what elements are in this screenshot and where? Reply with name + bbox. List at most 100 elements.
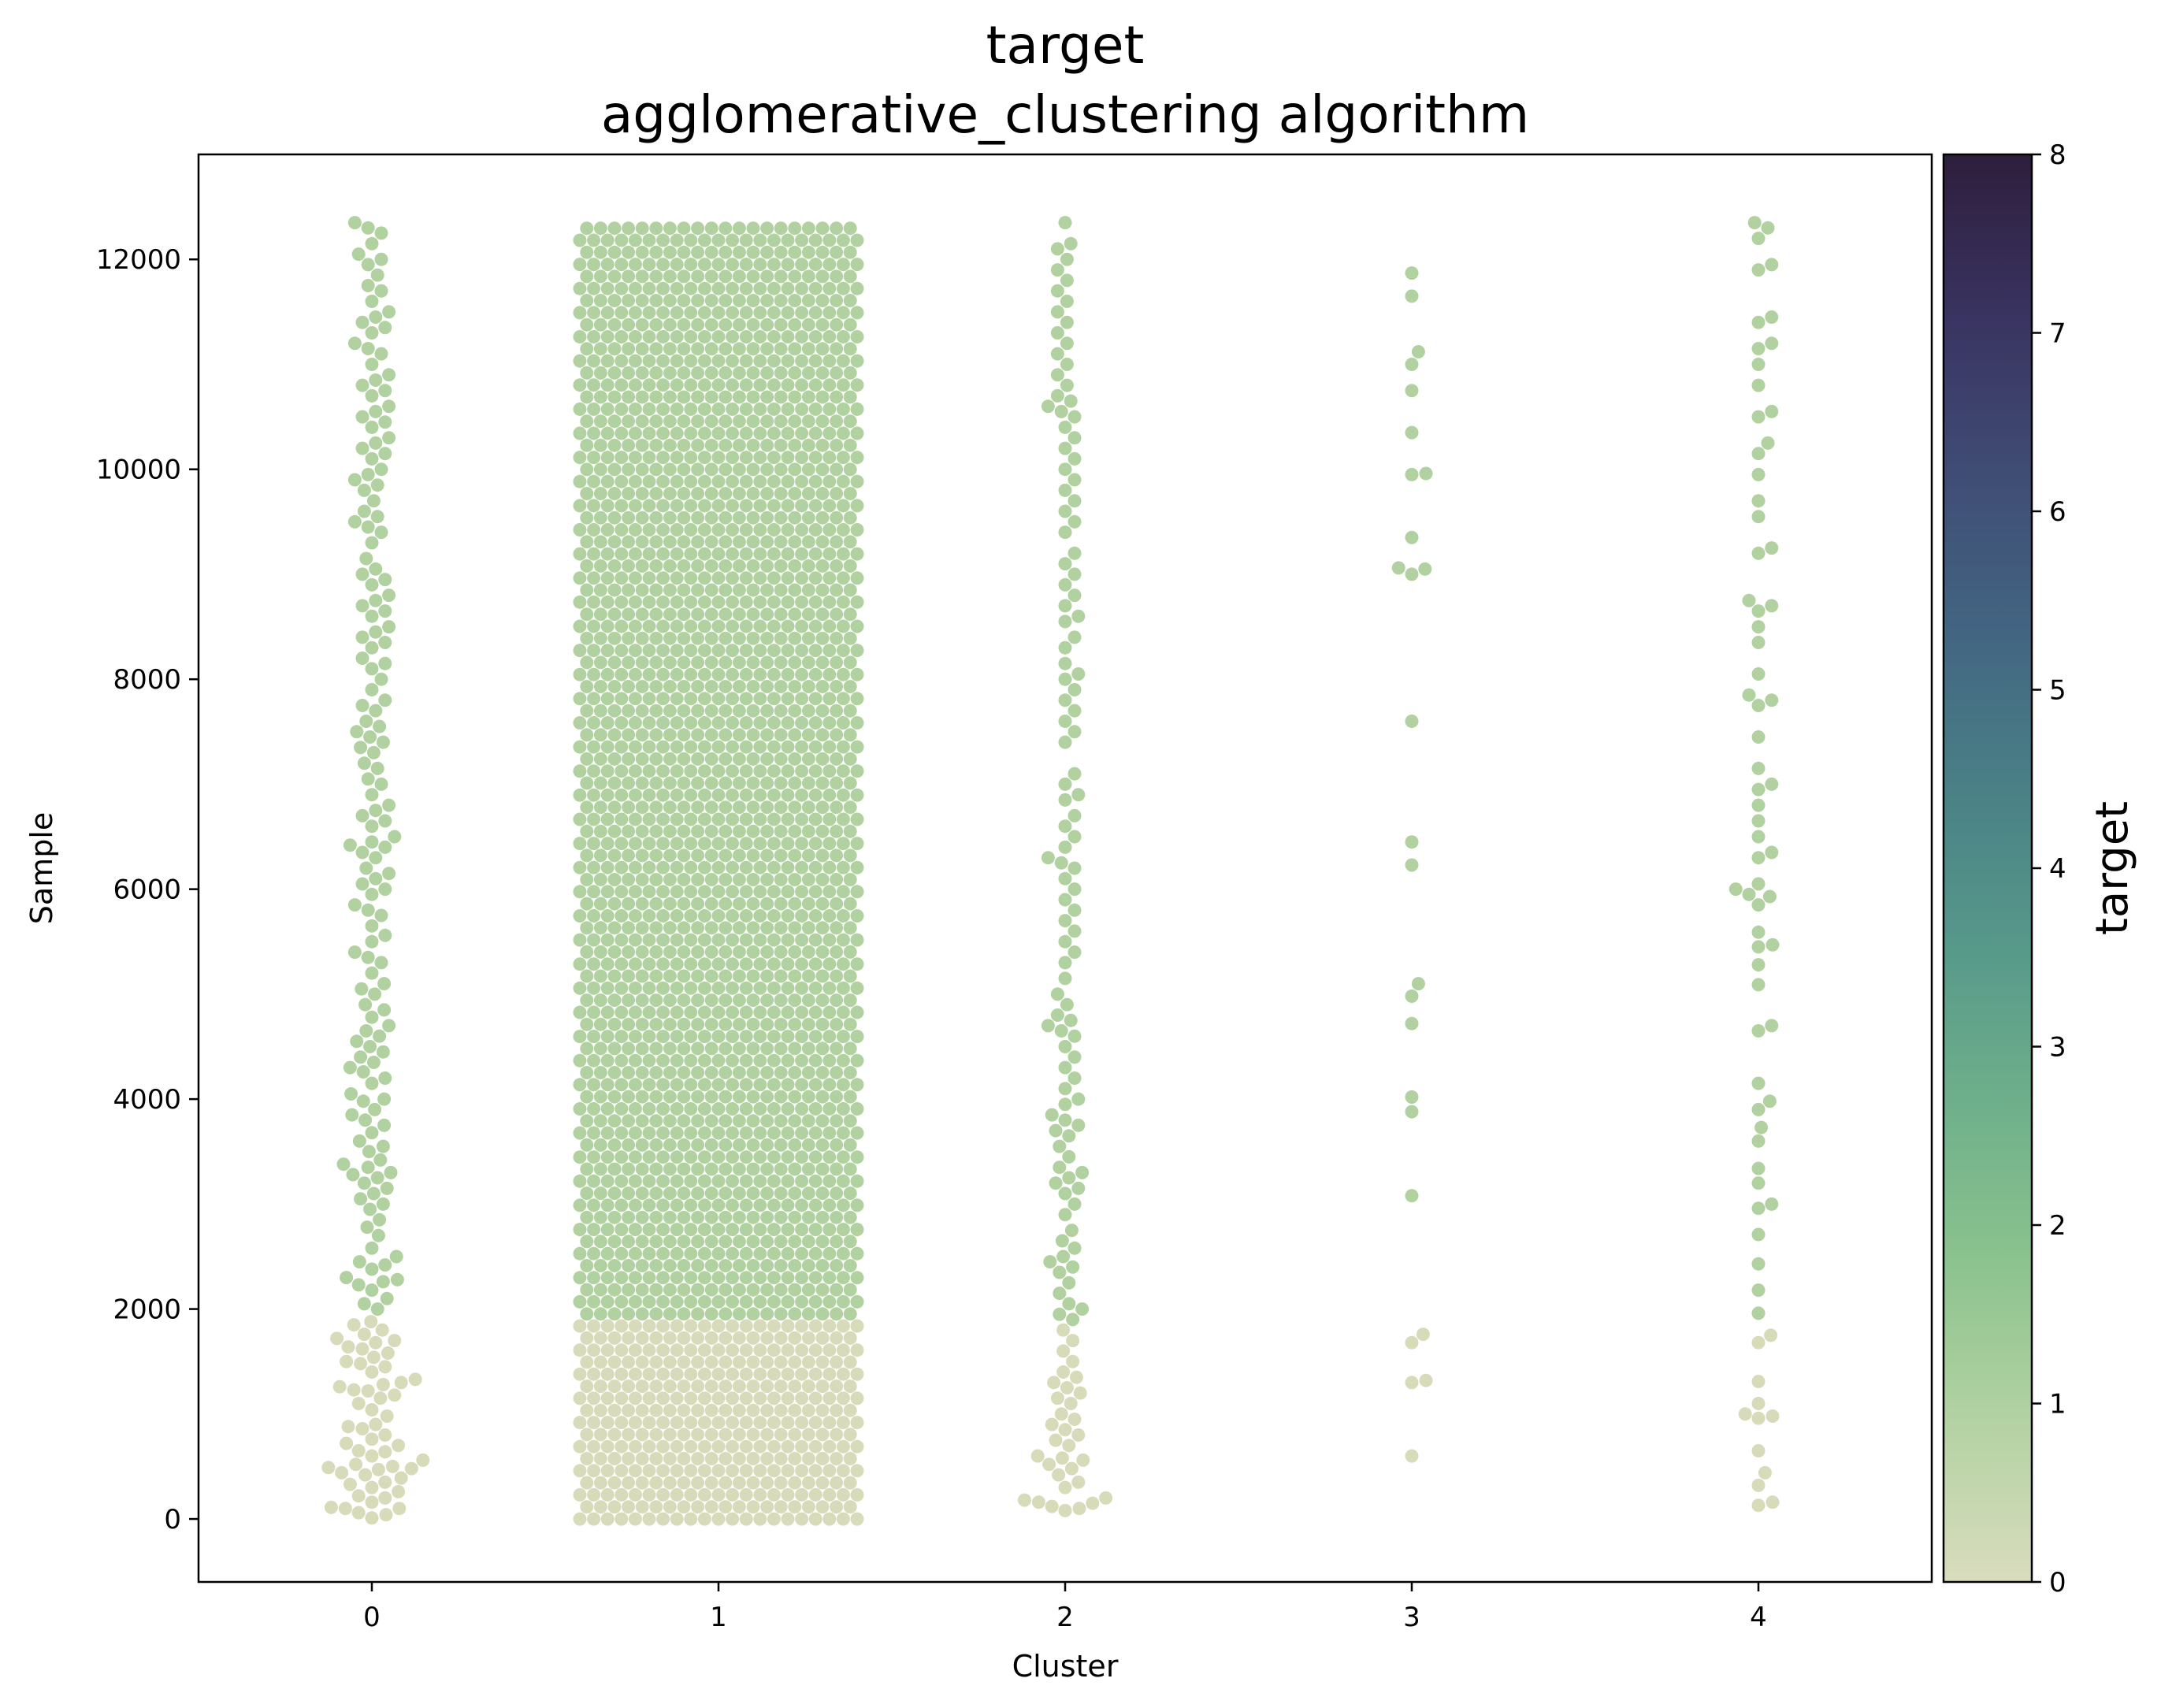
cluster-1-point xyxy=(801,800,815,815)
cluster-1-point xyxy=(670,1102,684,1116)
cluster-1-point xyxy=(573,1487,587,1502)
cluster-1-point xyxy=(656,1464,670,1478)
cluster-1-point xyxy=(795,474,809,488)
cluster-1-point xyxy=(593,294,607,307)
cluster-1-point xyxy=(830,1355,844,1369)
cluster-1-point xyxy=(732,1452,746,1465)
cluster-1-point xyxy=(815,511,830,525)
cluster-1-point xyxy=(677,1500,691,1514)
cluster-1-point xyxy=(580,1017,594,1031)
cluster-1-point xyxy=(607,728,622,742)
cluster-1-point xyxy=(649,1090,663,1104)
cluster-1-point xyxy=(628,1416,642,1430)
cluster-1-point xyxy=(795,1512,809,1526)
cluster-1-point xyxy=(593,776,607,790)
cluster-1-point xyxy=(697,354,711,368)
cluster-1-point xyxy=(622,414,636,429)
cluster-1-point xyxy=(711,281,726,295)
cluster-1-point xyxy=(801,607,815,622)
cluster-1-point xyxy=(788,342,802,356)
cluster-1-point xyxy=(593,848,607,863)
cluster-1-point xyxy=(732,752,746,766)
cluster-1-point xyxy=(788,269,802,284)
cluster-1-point xyxy=(622,1355,636,1369)
cluster-1-point xyxy=(808,426,822,440)
cluster-0-point xyxy=(369,1335,383,1350)
cluster-1-point xyxy=(815,1283,830,1297)
cluster-1-point xyxy=(774,680,788,693)
cluster-1-point xyxy=(670,233,684,247)
cluster-1-point xyxy=(587,667,601,681)
cluster-1-point xyxy=(788,1259,802,1272)
cluster-1-point xyxy=(656,764,670,778)
cluster-4-point xyxy=(1761,221,1775,235)
cluster-1-point xyxy=(573,885,587,899)
cluster-1-point xyxy=(628,426,642,440)
cluster-1-point xyxy=(739,426,753,440)
cluster-1-point xyxy=(622,945,636,959)
cluster-1-point xyxy=(801,1403,815,1417)
cluster-1-point xyxy=(774,848,788,863)
cluster-1-point xyxy=(767,740,781,754)
cluster-0-point xyxy=(416,1453,430,1467)
cluster-4-point xyxy=(1747,216,1762,230)
cluster-0-point xyxy=(374,462,388,477)
cluster-0-point xyxy=(373,1153,388,1167)
cluster-1-point xyxy=(704,1235,718,1249)
cluster-1-point xyxy=(663,1235,677,1249)
cluster-2-point xyxy=(1068,725,1082,739)
cluster-1-point xyxy=(642,426,656,440)
cluster-1-point xyxy=(718,1138,733,1152)
cluster-0-point xyxy=(362,1145,376,1159)
cluster-1-point xyxy=(684,1005,698,1019)
cluster-1-point xyxy=(649,1259,663,1272)
cluster-1-point xyxy=(697,1174,711,1188)
cluster-1-point xyxy=(573,233,587,247)
cluster-1-point xyxy=(808,595,822,609)
cluster-1-point xyxy=(843,583,857,597)
cluster-1-point xyxy=(753,1512,767,1526)
cluster-1-point xyxy=(746,897,760,911)
cluster-1-point xyxy=(795,1416,809,1430)
cluster-1-point xyxy=(788,438,802,452)
cluster-1-point xyxy=(788,1090,802,1104)
cluster-1-point xyxy=(580,1379,594,1394)
cluster-1-point xyxy=(635,655,649,670)
cluster-0-point xyxy=(346,1168,360,1182)
cluster-0-point xyxy=(355,599,369,613)
cluster-1-point xyxy=(801,1452,815,1465)
cluster-1-point xyxy=(691,1210,705,1224)
cluster-1-point xyxy=(739,1439,753,1454)
cluster-0-point xyxy=(321,1461,336,1475)
cluster-1-point xyxy=(656,1271,670,1285)
cluster-1-point xyxy=(801,317,815,332)
cluster-1-point xyxy=(843,1042,857,1056)
cluster-1-point xyxy=(649,438,663,452)
cluster-1-point xyxy=(677,221,691,236)
cluster-1-point xyxy=(739,1150,753,1164)
cluster-1-point xyxy=(628,354,642,368)
cluster-1-point xyxy=(580,607,594,622)
cluster-1-point xyxy=(580,1066,594,1079)
cluster-2-point xyxy=(1068,451,1082,466)
cluster-1-point xyxy=(843,535,857,549)
cluster-1-point xyxy=(822,1223,837,1237)
cluster-1-point xyxy=(622,1138,636,1152)
cluster-1-point xyxy=(711,523,726,537)
cluster-1-point xyxy=(843,1379,857,1394)
cluster-1-point xyxy=(801,487,815,500)
cluster-1-point xyxy=(822,451,837,465)
cluster-1-point xyxy=(760,1403,774,1417)
cluster-1-point xyxy=(760,945,774,959)
cluster-1-point xyxy=(593,245,607,259)
cluster-1-point xyxy=(815,728,830,742)
cluster-1-point xyxy=(739,1078,753,1092)
cluster-1-point xyxy=(704,511,718,525)
cluster-1-point xyxy=(677,1307,691,1321)
cluster-1-point xyxy=(607,1355,622,1369)
cluster-1-point xyxy=(836,1367,850,1381)
cluster-1-point xyxy=(615,764,629,778)
cluster-1-point xyxy=(808,1416,822,1430)
cluster-1-point xyxy=(704,559,718,573)
cluster-1-point xyxy=(836,258,850,272)
